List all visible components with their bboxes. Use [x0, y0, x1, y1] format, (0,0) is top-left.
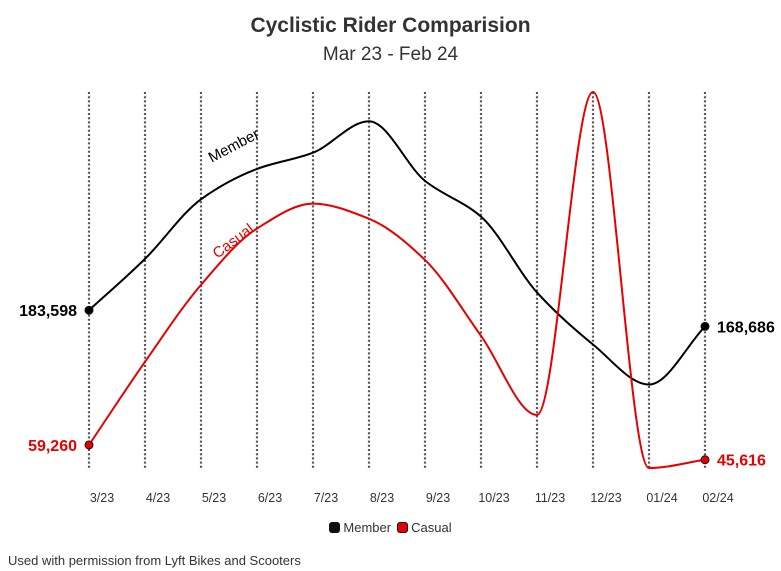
x-tick-label: 7/23	[314, 491, 338, 505]
end-value-label-casual: 45,616	[717, 453, 766, 470]
x-tick-label: 11/23	[535, 491, 565, 505]
chart-subtitle: Mar 23 - Feb 24	[322, 44, 459, 65]
x-tick-label: 6/23	[258, 491, 282, 505]
legend-item-casual[interactable]: Casual	[397, 520, 452, 535]
series-inline-label-casual: Casual	[210, 221, 258, 263]
start-value-label-member: 183,598	[19, 303, 77, 320]
point-casual	[84, 440, 94, 450]
x-tick-label: 4/23	[146, 491, 170, 505]
x-tick-label: 02/24	[702, 491, 733, 505]
x-tick-label: 12/23	[590, 491, 621, 505]
series-line-member	[88, 120, 706, 386]
end-value-label-member: 168,686	[717, 319, 775, 336]
source-note: Used with permission from Lyft Bikes and…	[8, 553, 301, 568]
line-chart: 3/23 4/23 5/23 6/23 7/23 8/23 9/23 10/23 11/23 12…	[19, 90, 775, 505]
series-line-casual	[88, 90, 706, 470]
legend-swatch-casual	[397, 522, 409, 533]
legend-item-member[interactable]: Member	[329, 520, 391, 535]
x-tick-label: 5/23	[202, 491, 226, 505]
chart-title: Cyclistic Rider Comparision	[250, 14, 531, 37]
start-value-label-casual: 59,260	[28, 438, 77, 455]
x-tick-label: 3/23	[90, 491, 114, 505]
legend-label-member: Member	[343, 520, 392, 535]
series-inline-label-member: Member	[206, 126, 263, 167]
legend-swatch-member	[329, 522, 341, 533]
point-member	[84, 305, 94, 315]
legend-label-casual: Casual	[411, 520, 452, 535]
x-tick-label: 8/23	[370, 491, 394, 505]
x-tick-label: 10/23	[478, 491, 509, 505]
x-tick-label: 9/23	[426, 491, 450, 505]
point-casual	[700, 455, 710, 465]
point-member	[700, 321, 710, 331]
x-tick-label: 01/24	[646, 491, 677, 505]
legend: Member Casual	[0, 520, 781, 535]
